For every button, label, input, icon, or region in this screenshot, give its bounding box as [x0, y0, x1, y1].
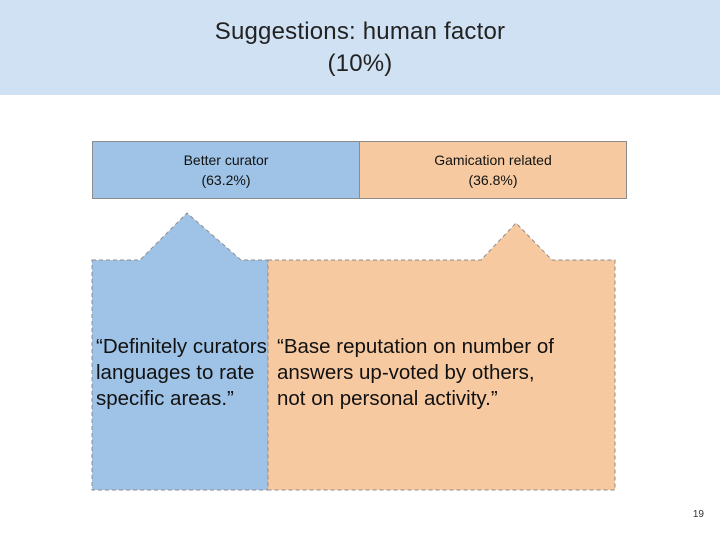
title-line-2: (10%): [327, 50, 393, 77]
gamification-quote-line-1: “Base reputation on number of: [277, 335, 554, 358]
gamification-quote-line-3: not on personal activity.”: [277, 387, 498, 410]
better-curator-label: Better curator: [183, 152, 269, 168]
gamication-label: Gamication related: [434, 152, 552, 168]
curator-quote-line-3: specific areas.”: [96, 387, 234, 410]
gamification-callout: [267, 222, 616, 491]
curator-quote-line-2: languages to rate: [96, 361, 255, 384]
gamication-percent: (36.8%): [468, 172, 518, 188]
slide-title: Suggestions: human factor (10%): [110, 16, 610, 80]
gamification-quote: “Base reputation on number of answers up…: [277, 334, 612, 412]
gamication-box: Gamication related (36.8%): [359, 141, 627, 199]
page-number: 19: [692, 509, 704, 520]
curator-quote-line-1: “Definitely curators with: [96, 335, 268, 358]
title-band: [0, 0, 720, 95]
curator-callout: [91, 212, 269, 491]
curator-quote: “Definitely curators with languages to r…: [96, 334, 268, 412]
better-curator-percent: (63.2%): [201, 172, 251, 188]
gamification-quote-line-2: answers up-voted by others,: [277, 361, 535, 384]
title-line-1: Suggestions: human factor: [214, 18, 506, 45]
